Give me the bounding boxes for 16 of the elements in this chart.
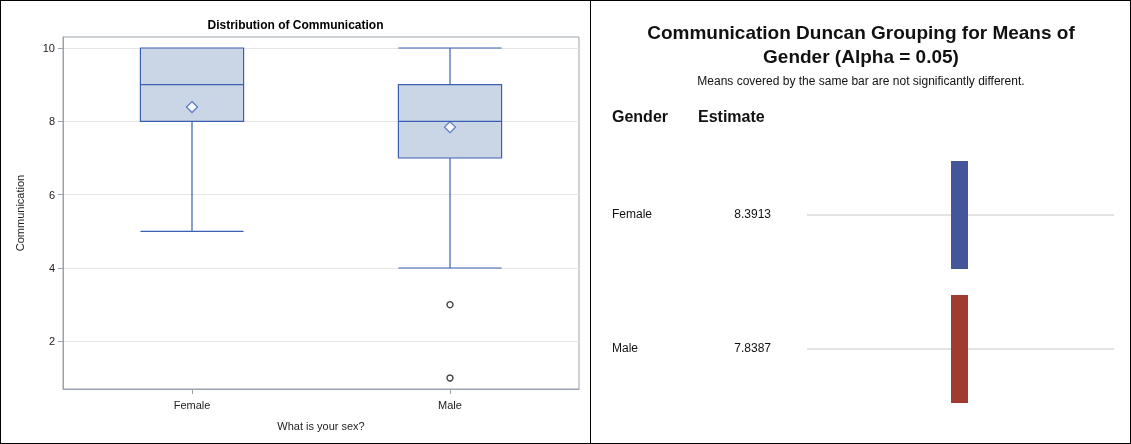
text: Gender: [612, 108, 669, 126]
y-tick-label: 6: [48, 188, 55, 201]
chart-title: Distribution of Communication: [207, 18, 384, 32]
text: Means covered by the same bar are not significantly different.: [696, 74, 1026, 88]
y-tick-label: 4: [48, 262, 55, 274]
category-label: Male: [612, 341, 639, 355]
x-axis-title: What is your sex?: [277, 419, 365, 432]
y-tick-label: 2: [48, 335, 55, 348]
category-label: Female: [612, 207, 653, 221]
text: Communication Duncan Grouping for Means of Gender (Alpha = 0.05): [646, 21, 1076, 69]
data-label: 7.8387: [734, 341, 771, 355]
y-tick-label: 8: [48, 115, 55, 128]
text: Estimate: [698, 108, 765, 126]
data-label: 8.3913: [734, 207, 771, 221]
y-axis-title: Communication: [13, 174, 26, 252]
y-tick-label: 10: [42, 42, 55, 54]
